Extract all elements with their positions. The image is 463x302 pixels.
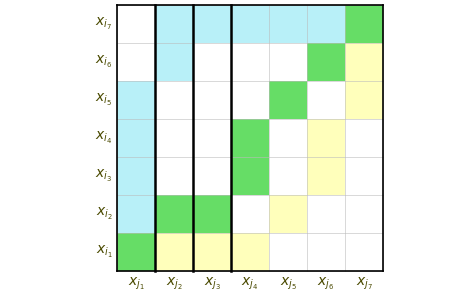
Bar: [307, 5, 344, 43]
Bar: [117, 5, 155, 43]
Bar: [269, 195, 307, 233]
Bar: [117, 233, 155, 271]
Bar: [117, 119, 155, 157]
Text: $x_{j_{1}}$: $x_{j_{1}}$: [127, 275, 144, 291]
Bar: [117, 43, 155, 81]
Bar: [344, 81, 382, 119]
Bar: [344, 5, 382, 43]
Bar: [193, 43, 231, 81]
Bar: [307, 233, 344, 271]
Bar: [231, 233, 269, 271]
Bar: [231, 157, 269, 195]
Bar: [193, 157, 231, 195]
Bar: [193, 5, 231, 43]
Bar: [307, 81, 344, 119]
Bar: [344, 119, 382, 157]
Bar: [155, 43, 193, 81]
Text: $x_{i_{5}}$: $x_{i_{5}}$: [95, 92, 112, 108]
Bar: [231, 81, 269, 119]
Bar: [155, 157, 193, 195]
Bar: [155, 195, 193, 233]
Text: $x_{i_{7}}$: $x_{i_{7}}$: [95, 16, 112, 32]
Bar: [307, 119, 344, 157]
Text: $x_{j_{3}}$: $x_{j_{3}}$: [203, 275, 220, 291]
Bar: [344, 195, 382, 233]
Text: $x_{j_{7}}$: $x_{j_{7}}$: [355, 275, 372, 291]
Bar: [155, 81, 193, 119]
Bar: [117, 157, 155, 195]
Text: $x_{i_{6}}$: $x_{i_{6}}$: [95, 54, 112, 70]
Bar: [269, 81, 307, 119]
Bar: [344, 233, 382, 271]
Text: $x_{j_{6}}$: $x_{j_{6}}$: [317, 275, 334, 291]
Text: $x_{j_{4}}$: $x_{j_{4}}$: [241, 275, 258, 291]
Bar: [307, 43, 344, 81]
Bar: [269, 119, 307, 157]
Text: $x_{i_{3}}$: $x_{i_{3}}$: [95, 168, 112, 184]
Bar: [231, 195, 269, 233]
Bar: [231, 119, 269, 157]
Text: $x_{i_{2}}$: $x_{i_{2}}$: [95, 206, 112, 222]
Bar: [269, 157, 307, 195]
Bar: [344, 157, 382, 195]
Bar: [193, 195, 231, 233]
Text: $x_{i_{4}}$: $x_{i_{4}}$: [95, 130, 112, 146]
Bar: [231, 43, 269, 81]
Bar: [231, 5, 269, 43]
Bar: [117, 195, 155, 233]
Text: $x_{i_{1}}$: $x_{i_{1}}$: [95, 244, 112, 260]
Bar: [193, 119, 231, 157]
Bar: [155, 119, 193, 157]
Bar: [269, 233, 307, 271]
Text: $x_{j_{5}}$: $x_{j_{5}}$: [279, 275, 296, 291]
Bar: [117, 81, 155, 119]
Bar: [307, 195, 344, 233]
Bar: [155, 5, 193, 43]
Bar: [155, 233, 193, 271]
Text: $x_{j_{2}}$: $x_{j_{2}}$: [165, 275, 182, 291]
Bar: [269, 5, 307, 43]
Bar: [307, 157, 344, 195]
Bar: [193, 81, 231, 119]
Bar: [193, 233, 231, 271]
Bar: [344, 43, 382, 81]
Bar: [269, 43, 307, 81]
